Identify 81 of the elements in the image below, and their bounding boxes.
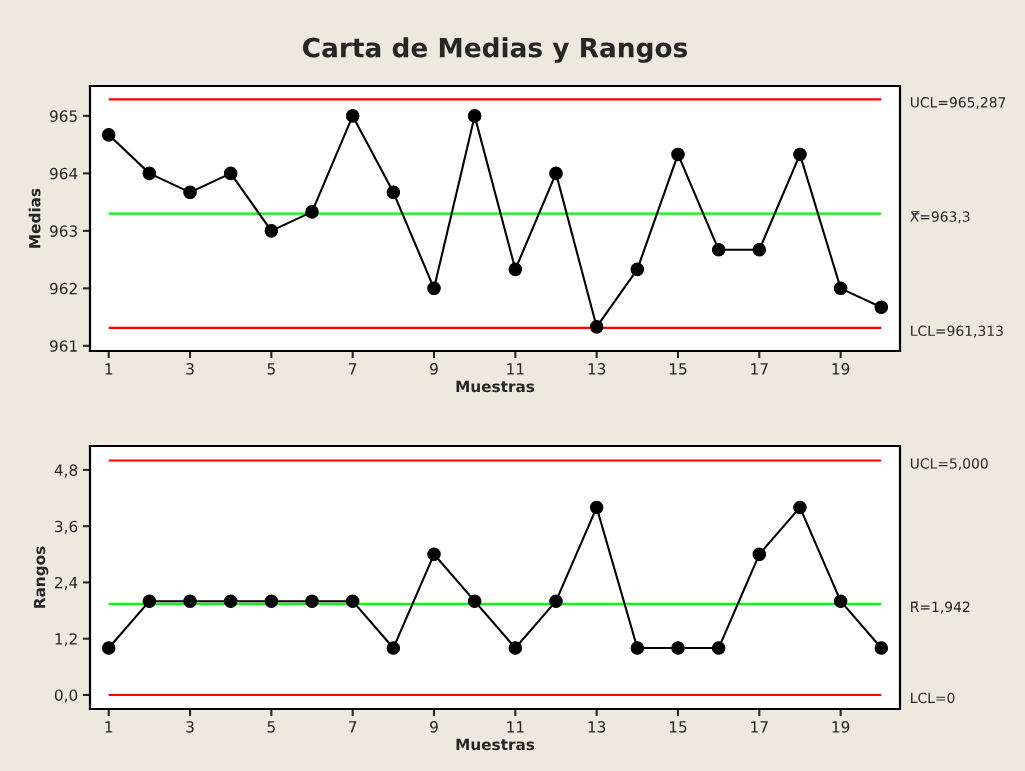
point [549, 594, 563, 608]
point [711, 243, 726, 257]
point [671, 147, 685, 162]
ref-line-label: LCL=0 [911, 692, 955, 704]
ref-line-label: X̿=963,3 [910, 211, 970, 224]
x-tick-label: 17 [751, 721, 768, 733]
point [223, 166, 238, 181]
point [142, 166, 157, 181]
point [752, 243, 767, 257]
x-tick-label: 11 [507, 721, 524, 733]
x-tick-label: 3 [186, 363, 194, 375]
y-axis-title: Rangos [33, 546, 49, 608]
point [711, 641, 726, 655]
point [345, 109, 360, 123]
point [305, 205, 319, 219]
point [874, 641, 889, 655]
y-tick-label: 965 [50, 110, 77, 122]
point [630, 262, 645, 277]
point [589, 320, 604, 334]
y-tick-label: 961 [50, 340, 77, 352]
point [467, 594, 482, 608]
x-tick-label: 15 [669, 363, 687, 375]
point [386, 185, 401, 200]
x-tick-label: 1 [105, 363, 113, 375]
ref-line-label: LCL=961,313 [911, 325, 1003, 338]
point [345, 594, 360, 608]
y-tick-label: 963 [50, 225, 77, 237]
y-tick-label: 4,8 [54, 464, 78, 478]
x-tick-label: 9 [430, 721, 438, 733]
y-tick-label: 2,4 [55, 576, 78, 590]
x-tick-label: 5 [267, 363, 275, 375]
x-tick-label: 17 [751, 363, 768, 375]
point [427, 281, 441, 296]
x-tick-label: 5 [267, 721, 275, 733]
ref-line-label: UCL=965,287 [910, 97, 1006, 110]
point [508, 641, 523, 655]
point [386, 641, 401, 655]
y-axis-title: Medias [28, 188, 41, 248]
point [793, 147, 807, 162]
point [671, 641, 685, 655]
x-tick-label: 11 [507, 363, 524, 375]
point [142, 594, 157, 608]
x-axis-title: Muestras [456, 380, 535, 393]
ref-line-label: UCL=5,000 [910, 458, 988, 471]
point [589, 500, 604, 515]
point [223, 594, 238, 608]
point [183, 594, 197, 608]
point [874, 300, 889, 315]
point [549, 166, 563, 181]
point [305, 594, 319, 608]
x-tick-label: 3 [186, 721, 194, 733]
point [264, 594, 279, 608]
x-tick-label: 13 [588, 721, 606, 733]
point [833, 594, 848, 608]
point [427, 547, 441, 562]
y-tick-label: 3,6 [55, 520, 78, 534]
y-tick-label: 1,2 [55, 633, 77, 647]
x-axis-title: Muestras [456, 738, 535, 751]
chart-title: Carta de Medias y Rangos [303, 37, 688, 63]
point [101, 641, 116, 655]
x-tick-label: 7 [349, 721, 357, 733]
point [183, 185, 197, 200]
x-tick-label: 15 [669, 721, 687, 733]
x-tick-label: 19 [832, 721, 850, 733]
x-tick-label: 9 [430, 363, 438, 375]
y-tick-label: 964 [50, 167, 78, 180]
point [630, 641, 645, 655]
x-tick-label: 13 [588, 363, 606, 375]
y-tick-label: 962 [50, 282, 77, 295]
point [467, 109, 482, 123]
x-tick-label: 19 [832, 363, 850, 375]
point [264, 224, 279, 238]
point [752, 547, 767, 562]
y-tick-label: 0,0 [54, 689, 78, 703]
point [508, 262, 523, 277]
ref-line-label: R̄=1,942 [911, 601, 970, 614]
point [833, 281, 848, 296]
x-tick-label: 1 [105, 721, 113, 733]
point [793, 500, 807, 515]
point [101, 128, 116, 142]
x-tick-label: 7 [349, 363, 357, 375]
